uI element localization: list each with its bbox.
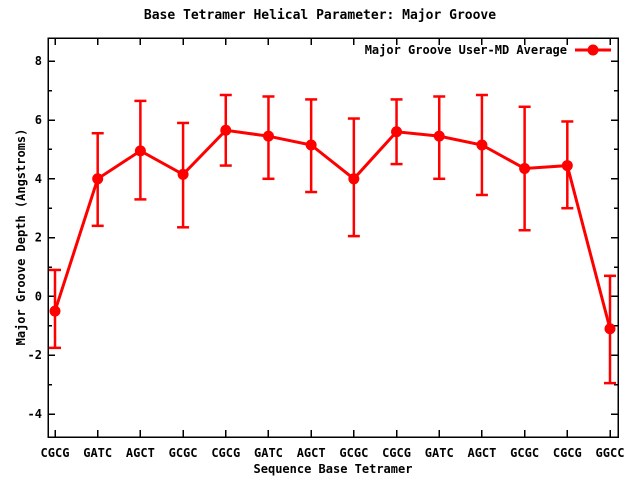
y-tick-label: -2: [28, 348, 42, 362]
x-tick-label: CGCG: [41, 446, 70, 460]
plot-border: [47, 37, 619, 438]
y-tick-label: 4: [35, 172, 42, 186]
y-tick-label: 2: [35, 231, 42, 245]
legend-label: Major Groove User-MD Average: [364, 43, 567, 57]
data-point-marker: [262, 130, 274, 142]
series-line: [53, 128, 612, 330]
x-axis-label: Sequence Base Tetramer: [253, 462, 413, 476]
x-tick-label: AGCT: [467, 446, 496, 460]
y-tick-label: -4: [28, 407, 42, 421]
data-point-marker: [604, 323, 616, 335]
y-tick-label: 6: [35, 113, 42, 127]
data-point-marker: [348, 173, 360, 185]
data-point-marker: [134, 145, 146, 157]
data-point-marker: [49, 305, 61, 317]
x-tick-label: CGCG: [382, 446, 411, 460]
legend-sample: [575, 44, 611, 56]
y-tick-label: 0: [35, 289, 42, 303]
data-point-marker: [220, 124, 232, 136]
x-tick-label: AGCT: [126, 446, 155, 460]
x-tick-label: GCGC: [510, 446, 539, 460]
x-tick-label: GCGC: [339, 446, 368, 460]
x-tick-label: GATC: [425, 446, 454, 460]
x-tick-label: GATC: [83, 446, 112, 460]
x-tick-label: GGCC: [596, 446, 625, 460]
data-point-marker: [391, 126, 403, 138]
data-point-marker: [305, 139, 317, 151]
chart-title: Base Tetramer Helical Parameter: Major G…: [143, 8, 497, 23]
data-point-marker: [519, 163, 531, 175]
y-axis-label: Major Groove Depth (Angstroms): [14, 128, 28, 346]
data-point-marker: [92, 173, 104, 185]
legend-sample-marker: [587, 44, 599, 56]
y-tick-label: 8: [35, 54, 42, 68]
x-tick-label: GATC: [254, 446, 283, 460]
data-point-marker: [561, 160, 573, 172]
x-tick-label: GCGC: [169, 446, 198, 460]
x-tick-label: CGCG: [553, 446, 582, 460]
data-point-marker: [177, 168, 189, 180]
data-point-marker: [433, 130, 445, 142]
data-point-marker: [476, 139, 488, 151]
x-tick-label: AGCT: [297, 446, 326, 460]
x-tick-label: CGCG: [211, 446, 240, 460]
